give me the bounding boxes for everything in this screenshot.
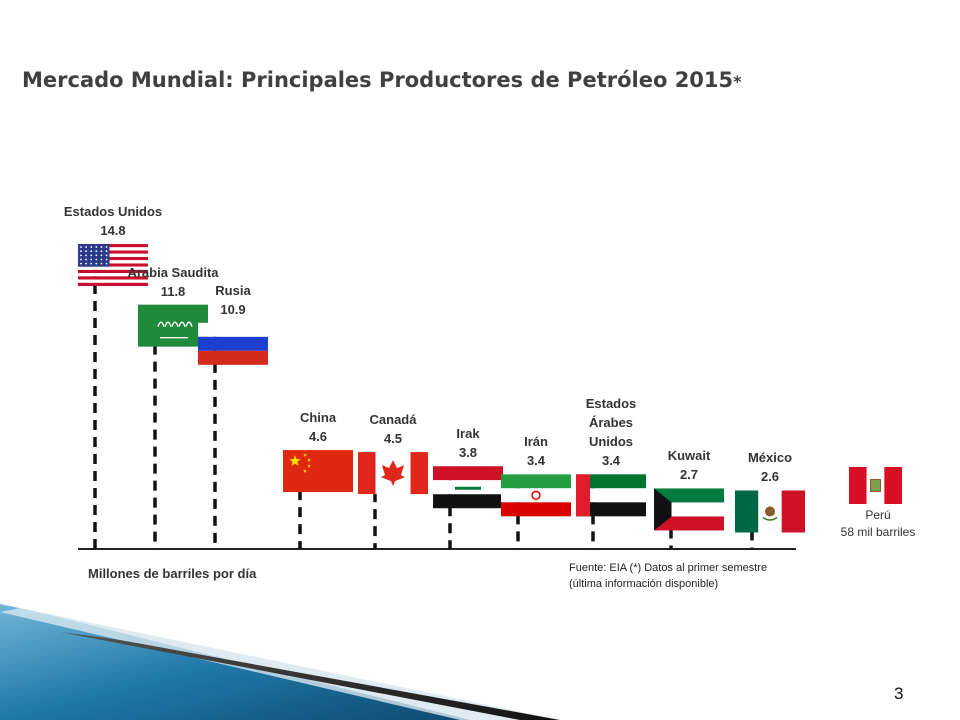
bar-category: Estados — [585, 396, 637, 412]
bar-category: Árabes — [588, 415, 634, 431]
bar-label-arabia-saudita: Arabia Saudita 11.8 — [127, 263, 218, 301]
usa-flag — [78, 244, 148, 287]
bar-label-estados-arabes-unidos: Estados Árabes Unidos 3.4 — [586, 394, 637, 470]
axis-label: Millones de barriles por día — [88, 566, 257, 581]
peru-value: 58 mil barriles — [840, 525, 916, 539]
source-line-2: (última información disponible) — [569, 578, 719, 590]
bar-label-iran: Irán 3.4 — [524, 432, 548, 470]
bar-label-kuwait: Kuwait 2.7 — [668, 446, 711, 484]
bar-label-mexico: México 2.6 — [748, 448, 792, 486]
uae-flag — [576, 474, 646, 517]
mexico-flag — [735, 490, 805, 533]
bar-label-estados-unidos: Estados Unidos 14.8 — [64, 202, 162, 240]
bar-category: Rusia — [215, 282, 251, 298]
bar-category: Unidos — [588, 434, 634, 450]
bar-category: Estados Unidos — [63, 204, 163, 220]
bar-label-irak: Irak 3.8 — [456, 424, 479, 462]
kuwait-flag — [654, 488, 724, 531]
bar-category: México — [747, 450, 793, 466]
saudi-arabia-flag — [138, 304, 208, 347]
bar-value: 4.6 — [308, 429, 328, 445]
bar-category: Kuwait — [667, 448, 711, 464]
bar-category: Arabia Saudita — [127, 264, 219, 280]
iran-flag — [501, 474, 571, 517]
bar-value: 2.6 — [760, 469, 780, 485]
bar-value: 3.8 — [458, 445, 478, 461]
bar-value: 2.7 — [679, 467, 699, 483]
bar-category: China — [299, 410, 337, 426]
chart-title: Mercado Mundial: Principales Productores… — [22, 68, 742, 92]
peru-note: Perú 58 mil barriles — [841, 507, 916, 541]
source-note: Fuente: EIA (*) Datos al primer semestre… — [569, 560, 767, 592]
bar-value: 11.8 — [160, 283, 186, 299]
bar-category: Irak — [456, 426, 480, 442]
bar-value: 4.5 — [383, 431, 403, 447]
china-flag — [283, 450, 353, 493]
page-number: 3 — [894, 684, 904, 703]
russia-flag — [198, 322, 268, 365]
bar-value: 3.4 — [601, 453, 621, 469]
bar-label-rusia: Rusia 10.9 — [215, 281, 250, 319]
bar-value: 14.8 — [100, 223, 126, 239]
bar-category: Irán — [524, 434, 548, 450]
source-line-1: Fuente: EIA (*) Datos al primer semestre — [569, 562, 768, 574]
iraq-flag — [433, 466, 503, 509]
canada-flag — [358, 452, 428, 495]
peru-flag — [849, 467, 902, 504]
peru-label: Perú — [865, 508, 891, 522]
bar-category: Canadá — [369, 412, 417, 428]
bar-label-china: China 4.6 — [300, 408, 336, 446]
bar-value: 3.4 — [526, 453, 546, 469]
bar-label-canada: Canadá 4.5 — [370, 410, 417, 448]
bar-value: 10.9 — [220, 301, 246, 317]
